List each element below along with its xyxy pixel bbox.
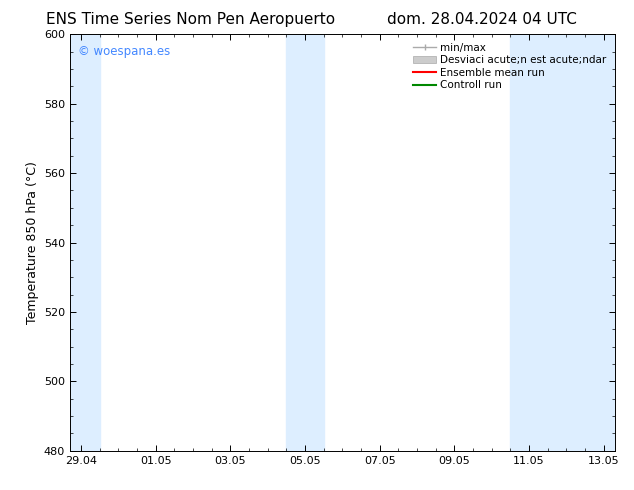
Text: dom. 28.04.2024 04 UTC: dom. 28.04.2024 04 UTC [387, 12, 577, 27]
Bar [510, 34, 615, 451]
Bar [287, 34, 324, 451]
Text: © woespana.es: © woespana.es [78, 45, 170, 58]
Bar [70, 34, 100, 451]
Legend: min/max, Desviaci acute;n est acute;ndar, Ensemble mean run, Controll run: min/max, Desviaci acute;n est acute;ndar… [410, 40, 610, 94]
Y-axis label: Temperature 850 hPa (°C): Temperature 850 hPa (°C) [27, 161, 39, 324]
Text: ENS Time Series Nom Pen Aeropuerto: ENS Time Series Nom Pen Aeropuerto [46, 12, 335, 27]
